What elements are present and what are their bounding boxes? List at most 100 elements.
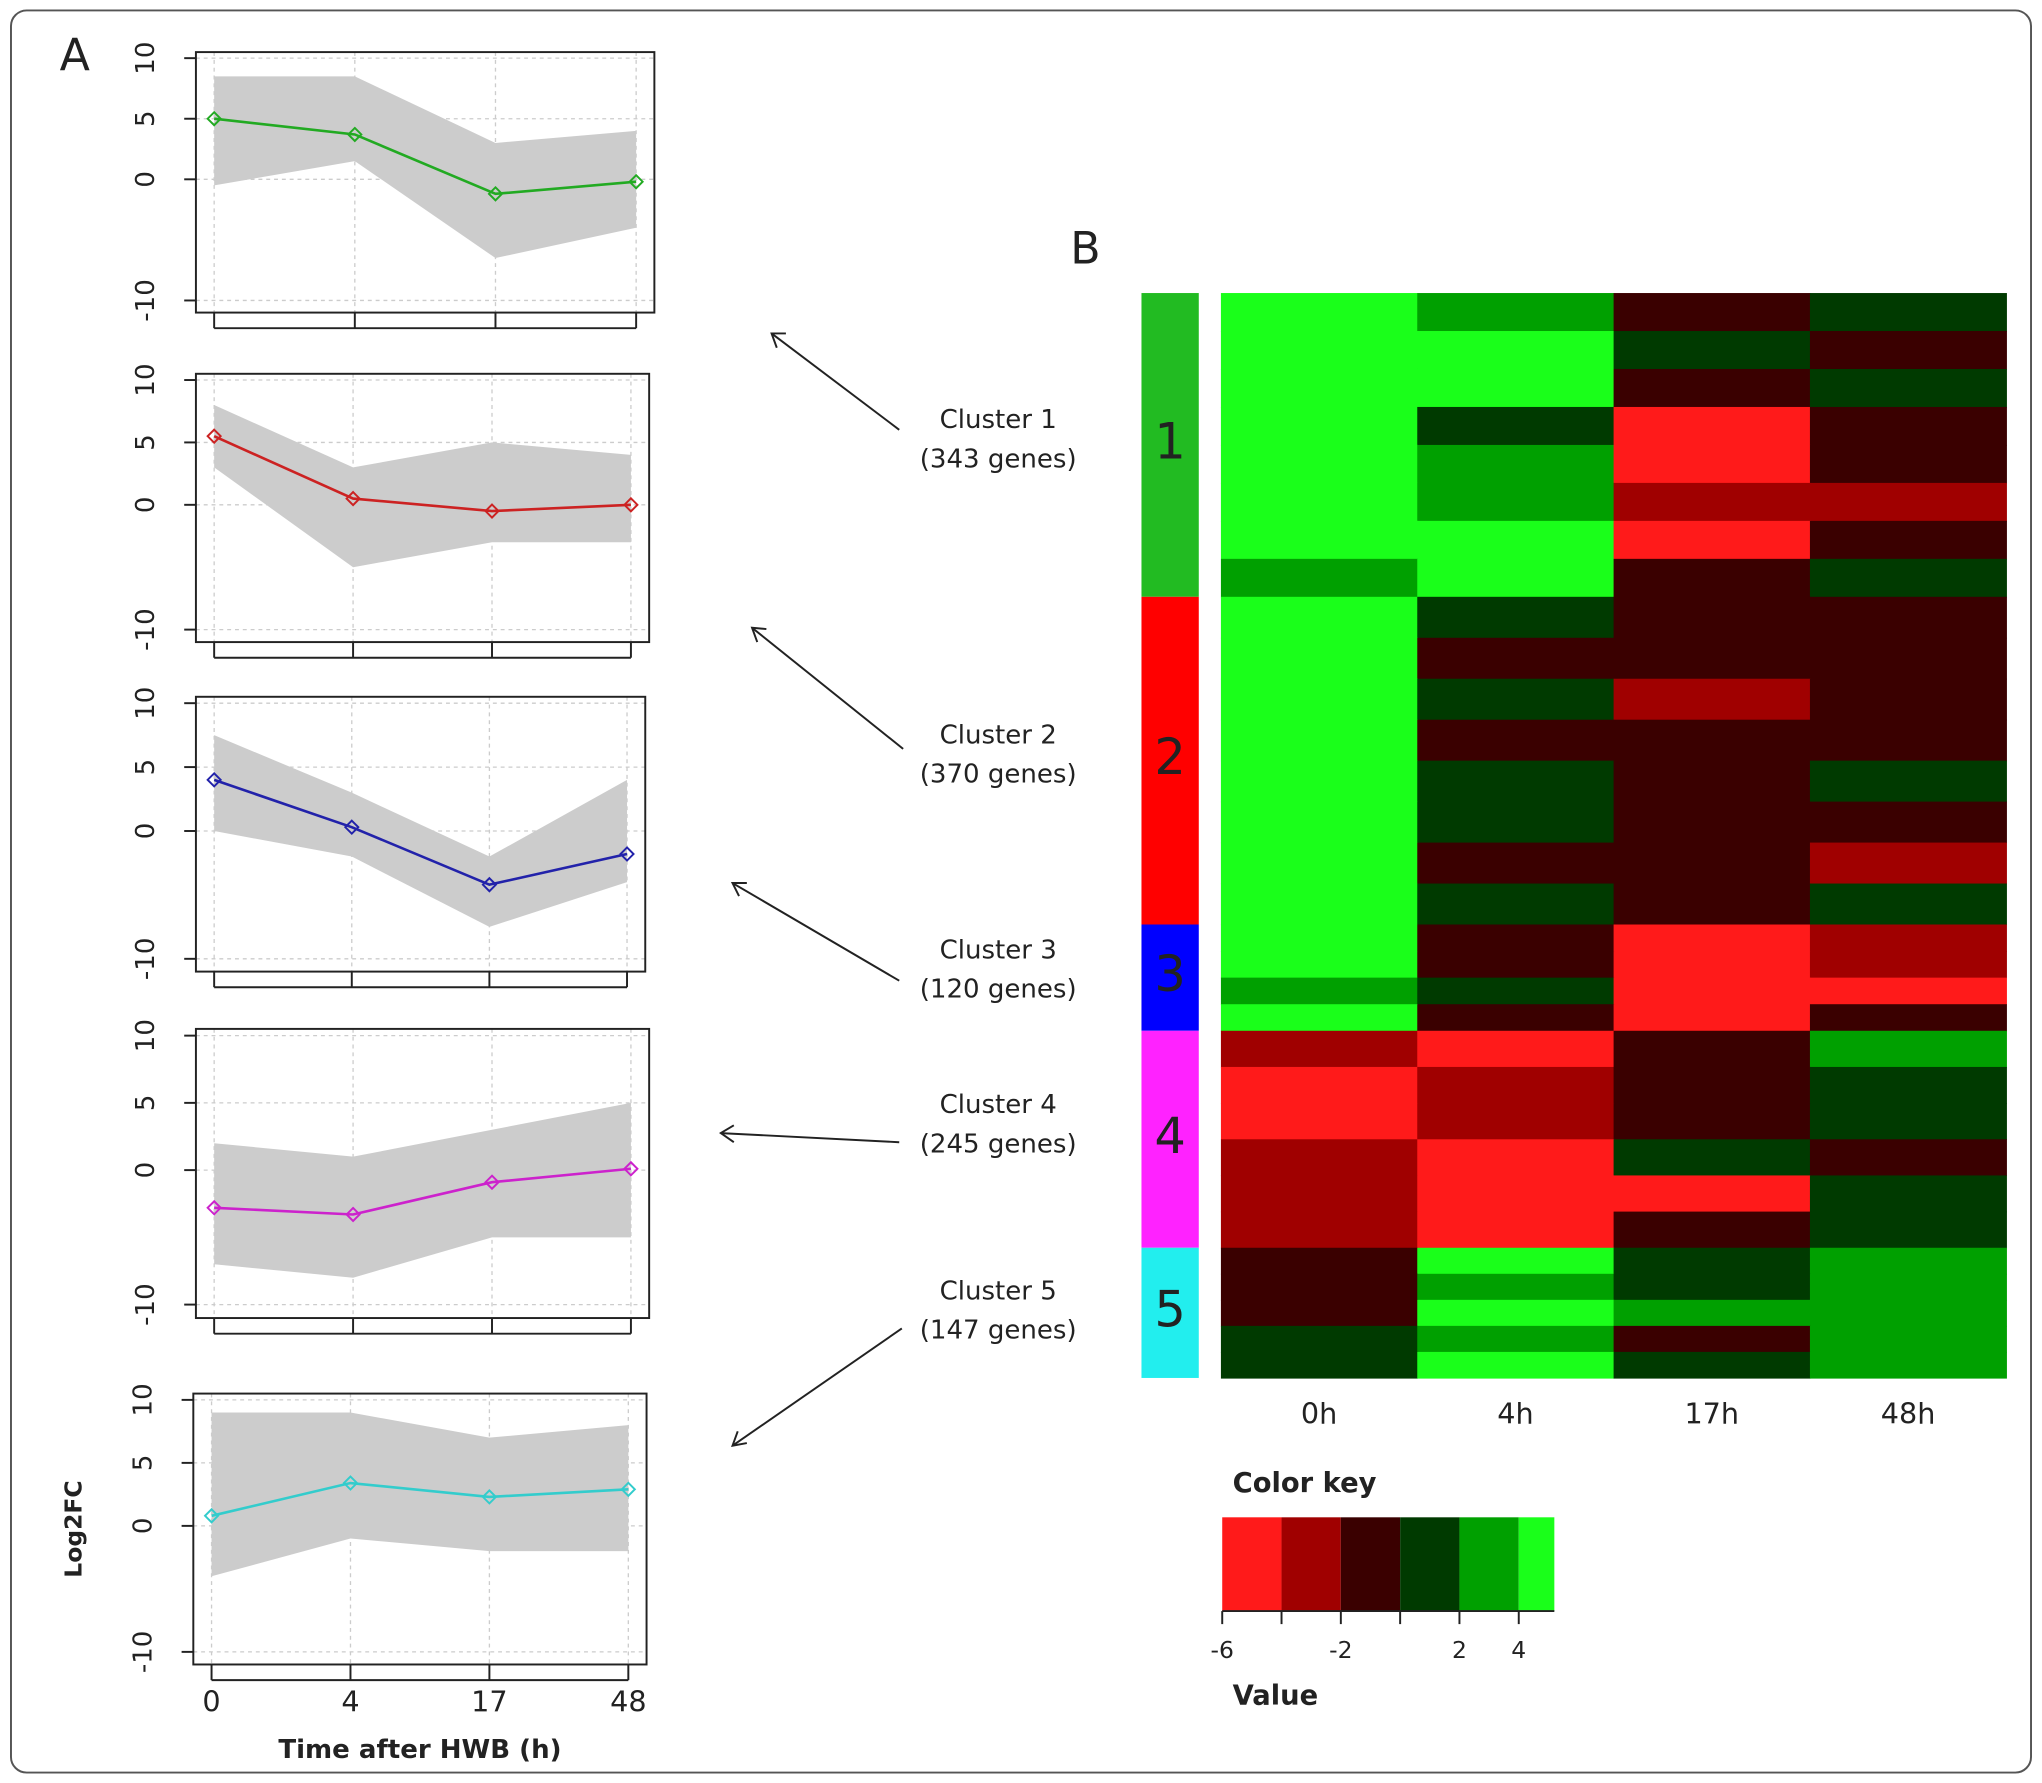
heat-cell (1613, 1030, 1811, 1068)
colorkey-bin (1340, 1517, 1401, 1612)
heat-cell (1809, 331, 2007, 370)
heat-cell (1220, 1175, 1418, 1213)
heat-cell (1613, 596, 1811, 639)
heat-cell (1809, 596, 2007, 639)
arrows (719, 332, 904, 1447)
heat-cell (1220, 1247, 1418, 1275)
point (620, 1481, 637, 1498)
heat-cell (1220, 482, 1418, 522)
y-tick-label: 0 (131, 1162, 161, 1179)
point (206, 428, 223, 445)
heat-cell (1417, 331, 1615, 370)
heat-cell (1613, 1351, 1811, 1379)
point (628, 173, 645, 190)
plot-box (194, 1027, 651, 1320)
heat-cell (1613, 719, 1811, 762)
y-tick-label: 10 (131, 42, 161, 75)
heat-cell (1220, 842, 1418, 885)
x-tick-label: 17 (471, 1685, 507, 1719)
column-label: 0h (1301, 1397, 1337, 1431)
heat-cell (1613, 520, 1811, 560)
plot-box (194, 695, 647, 973)
cluster-number: 2 (1154, 728, 1185, 786)
x-tick-label: 4 (341, 1685, 359, 1719)
heat-cell (1417, 883, 1615, 926)
heat-cell (1613, 558, 1811, 598)
cluster-number: 1 (1154, 412, 1185, 470)
heat-cell (1613, 977, 1811, 1005)
y-tick-label: 10 (128, 1383, 158, 1416)
heat-cell (1417, 924, 1615, 952)
point (342, 1475, 359, 1491)
cluster-name: Cluster 2 (940, 720, 1057, 750)
heat-cell (1613, 1139, 1811, 1177)
y-tick-label: 10 (131, 1019, 161, 1052)
heat-cell (1613, 1066, 1811, 1104)
gene-envelope (214, 76, 637, 259)
colorkey-bin (1518, 1517, 1555, 1612)
heat-cell (1809, 1351, 2007, 1379)
heat-cell (1220, 637, 1418, 680)
colorkey-bin (1400, 1517, 1460, 1612)
heat-cell (1417, 1066, 1615, 1104)
cluster-number: 4 (1154, 1107, 1185, 1165)
heat-cell (1220, 883, 1418, 926)
cluster-genes: (245 genes) (920, 1129, 1077, 1159)
y-tick-label: 0 (128, 1518, 158, 1535)
colorkey-tick-label: 4 (1511, 1636, 1526, 1664)
cluster-genes: (147 genes) (920, 1316, 1077, 1346)
point (345, 1206, 361, 1223)
heat-cell (1809, 719, 2007, 762)
heat-cell (1613, 760, 1811, 803)
point (203, 1507, 220, 1524)
point (619, 846, 635, 862)
cluster-number: 5 (1154, 1280, 1185, 1338)
y-tick-label: 5 (131, 759, 161, 776)
heat-cell (1220, 1030, 1418, 1068)
heat-cell (1809, 924, 2007, 952)
y-tick-label: 5 (131, 1095, 161, 1112)
series-line (213, 434, 631, 513)
point (481, 1489, 498, 1505)
heat-cell (1613, 1299, 1811, 1327)
heat-cell (1417, 719, 1615, 762)
heat-cell (1220, 1139, 1418, 1177)
heat-cell (1220, 1211, 1418, 1249)
heat-cell (1417, 293, 1615, 332)
panel-label: A (60, 31, 90, 82)
heat-cell (1220, 1066, 1418, 1104)
heat-cell (1220, 951, 1418, 979)
cluster-genes: (343 genes) (920, 444, 1077, 474)
heat-cell (1417, 842, 1615, 885)
cluster-name: Cluster 1 (940, 405, 1057, 435)
y-tick-label: 10 (131, 363, 161, 396)
heat-cell (1613, 1247, 1811, 1275)
cluster-bar (1141, 596, 1199, 925)
heat-cell (1613, 331, 1811, 370)
point (484, 1174, 500, 1191)
heat-cell (1809, 1066, 2007, 1104)
heat-cell (1417, 678, 1615, 721)
heat-cell (1613, 482, 1811, 522)
cluster-genes: (120 genes) (920, 974, 1077, 1004)
heat-cell (1613, 1325, 1811, 1353)
point (484, 503, 500, 519)
heat-cell (1613, 1211, 1811, 1249)
heat-cell (1417, 1351, 1615, 1379)
heat-cell (1613, 637, 1811, 680)
heat-cell (1613, 1103, 1811, 1140)
plot-box (194, 372, 651, 644)
heat-cell (1809, 1175, 2007, 1213)
cluster-name: Cluster 3 (940, 935, 1057, 965)
heat-cell (1220, 331, 1418, 370)
heat-cell (1220, 678, 1418, 721)
heat-cell (1220, 558, 1418, 598)
heat-cell (1417, 1004, 1615, 1032)
y-tick-label: 0 (131, 171, 161, 188)
heat-cell (1809, 406, 2007, 446)
heat-cell (1809, 1103, 2007, 1140)
heat-cell (1220, 1103, 1418, 1140)
heat-cell (1417, 1030, 1615, 1068)
heat-cell (1613, 1273, 1811, 1301)
